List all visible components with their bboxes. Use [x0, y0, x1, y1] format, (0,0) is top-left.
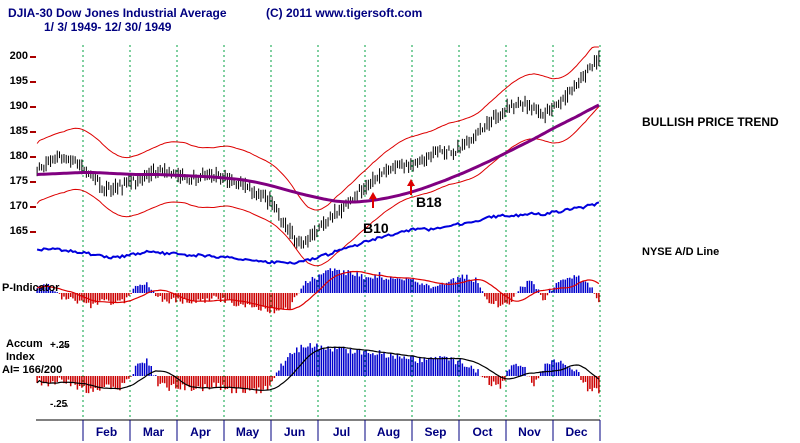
price-tick-label: 165: [9, 225, 28, 237]
month-label-oct: Oct: [472, 425, 493, 439]
copyright: (C) 2011 www.tigersoft.com: [266, 6, 423, 20]
accum-label-line1: Accum: [6, 338, 43, 350]
month-label-may: May: [235, 425, 260, 439]
price-tick-label: 185: [9, 125, 28, 137]
ad-line-label: NYSE A/D Line: [642, 246, 720, 258]
price-tick-label: 175: [9, 175, 28, 187]
price-tick-label: 200: [9, 50, 28, 62]
price-tick-label: 195: [9, 75, 28, 87]
month-label-feb: Feb: [95, 425, 118, 439]
price-tick-label: 180: [9, 150, 28, 162]
month-label-aug: Aug: [376, 425, 401, 439]
month-label-mar: Mar: [142, 425, 165, 439]
signal-label-b10: B10: [363, 220, 389, 236]
price-tick-label: 170: [9, 200, 28, 212]
bullish-trend-label: BULLISH PRICE TREND: [642, 115, 779, 129]
accum-label-line2: Index: [6, 351, 35, 363]
month-label-nov: Nov: [518, 425, 541, 439]
chart-title: DJIA-30 Dow Jones Industrial Average: [8, 6, 227, 20]
date-range: 1/ 3/ 1949- 12/ 30/ 1949: [44, 20, 172, 34]
month-label-sep: Sep: [424, 425, 447, 439]
signal-label-b18: B18: [416, 194, 442, 210]
month-label-jun: Jun: [283, 425, 306, 439]
accum-scale-plus: +.25: [50, 340, 70, 351]
month-label-jul: Jul: [332, 425, 351, 439]
price-tick-label: 190: [9, 100, 28, 112]
month-label-apr: Apr: [190, 425, 211, 439]
accum-reading-label: AI= 166/200: [2, 364, 63, 376]
p-indicator-label: P-Indicator: [2, 282, 60, 294]
accum-scale-minus: -.25: [50, 399, 68, 410]
month-label-dec: Dec: [565, 425, 588, 439]
